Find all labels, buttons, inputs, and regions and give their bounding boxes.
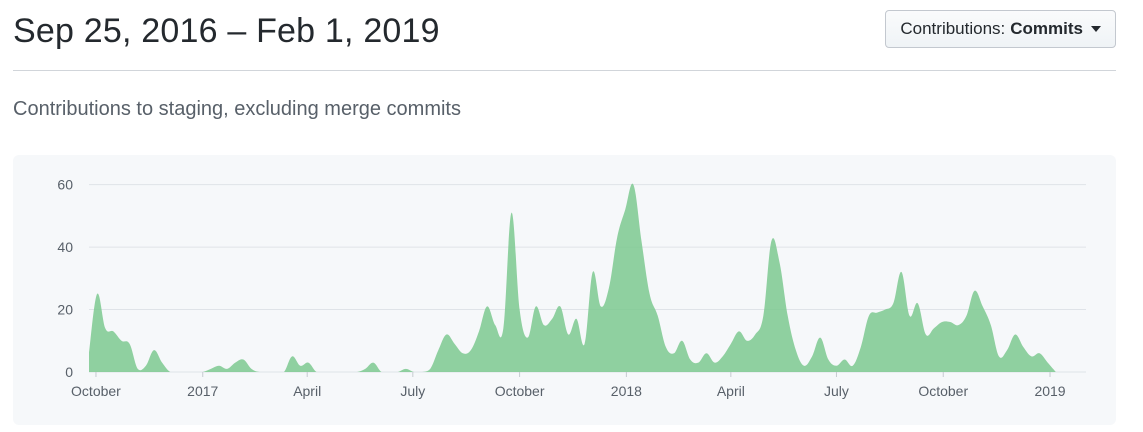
x-tick-label: 2019 [1034, 383, 1065, 399]
x-tick-label: October [71, 383, 121, 399]
x-tick-label: 2017 [187, 383, 218, 399]
x-tick-label: October [918, 383, 968, 399]
chart-subtitle: Contributions to staging, excluding merg… [13, 98, 461, 120]
y-tick-label: 40 [57, 239, 73, 255]
caret-down-icon [1091, 26, 1101, 32]
x-tick-label: July [400, 383, 425, 399]
dropdown-value: Commits [1010, 19, 1083, 38]
x-tick-label: April [293, 383, 321, 399]
y-tick-label: 0 [65, 364, 73, 380]
x-tick-label: October [495, 383, 545, 399]
x-tick-label: April [717, 383, 745, 399]
x-tick-label: 2018 [611, 383, 642, 399]
contributions-area-chart: 0 20 40 60 October 2017 April July October 2018 A… [57, 177, 1086, 399]
y-tick-label: 20 [57, 302, 73, 318]
x-tick-label: July [824, 383, 849, 399]
chart-panel: 0 20 40 60 October 2017 April July October 2018 A… [13, 155, 1116, 425]
commits-area-series [89, 183, 1056, 372]
date-range-title: Sep 25, 2016 – Feb 1, 2019 [13, 12, 440, 50]
y-tick-label: 60 [57, 177, 73, 193]
contributions-dropdown[interactable]: Contributions: Commits [885, 10, 1116, 48]
dropdown-label: Contributions: [900, 19, 1006, 38]
header: Sep 25, 2016 – Feb 1, 2019 Contributions… [13, 0, 1116, 71]
